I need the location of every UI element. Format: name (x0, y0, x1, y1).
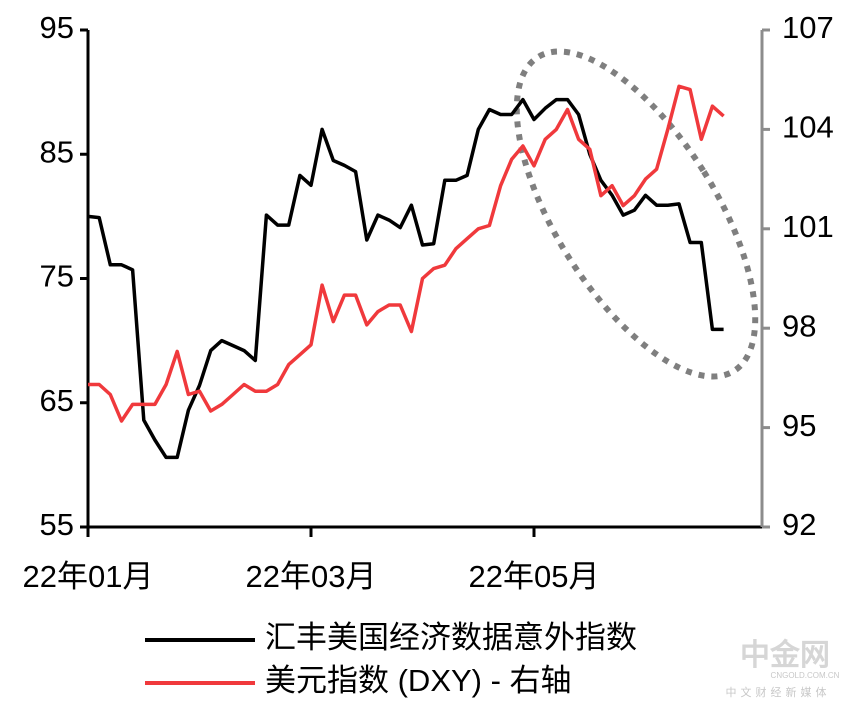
y-tick-label: 95 (40, 10, 74, 45)
series-line (88, 84, 725, 423)
y2-tick-label: 95 (782, 408, 816, 443)
series-line (87, 97, 724, 460)
legend-label: 汇丰美国经济数据意外指数 (265, 620, 637, 655)
watermark-site: CNGOLD.COM.CN (771, 671, 840, 680)
watermark: 中金网 (740, 638, 830, 672)
highlight-ellipse (513, 48, 759, 380)
watermark-slogan: 中文财经新媒体 (726, 685, 831, 699)
y2-tick-label: 98 (782, 308, 816, 343)
y2-tick-label: 107 (782, 10, 834, 45)
x-tick-label: 22年05月 (469, 559, 600, 594)
y-tick-label: 75 (40, 259, 74, 294)
y-tick-label: 55 (40, 507, 74, 542)
x-tick-label: 22年03月 (246, 559, 377, 594)
y-tick-label: 85 (40, 134, 74, 169)
y2-tick-label: 92 (782, 507, 816, 542)
y2-tick-label: 104 (782, 110, 834, 145)
y2-tick-label: 101 (782, 209, 834, 244)
y-tick-label: 65 (40, 383, 74, 418)
x-tick-label: 22年01月 (23, 559, 154, 594)
legend-label: 美元指数 (DXY) - 右轴 (265, 663, 572, 698)
